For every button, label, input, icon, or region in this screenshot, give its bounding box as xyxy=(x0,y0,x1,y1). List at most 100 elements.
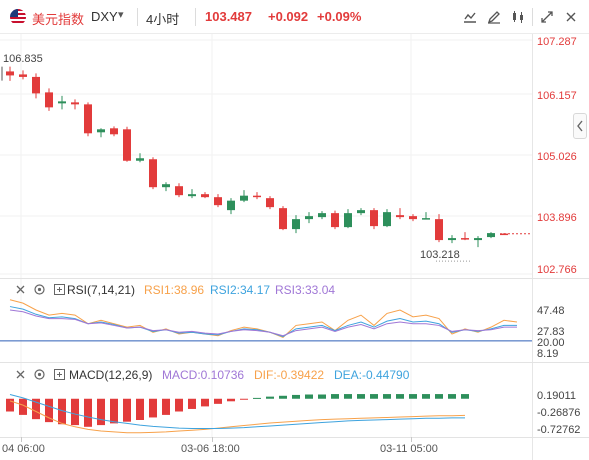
macd-histogram-bar xyxy=(162,398,170,415)
macd-histogram-bar xyxy=(201,398,209,407)
chevron-left-icon xyxy=(577,120,583,132)
symbol-name[interactable]: 美元指数 xyxy=(32,12,85,27)
draw-icon[interactable] xyxy=(485,8,503,26)
price-axis-label: 103.896 xyxy=(537,212,577,224)
divider xyxy=(195,8,196,26)
chevron-down-icon[interactable]: ▾ xyxy=(118,9,124,21)
candle-body xyxy=(292,219,300,230)
macd-histogram-bar xyxy=(97,398,105,426)
candle-body xyxy=(474,238,482,241)
macd-histogram-bar xyxy=(175,398,183,412)
price-change-percent: +0.09% xyxy=(317,9,362,24)
dif-value: DIF:-0.39422 xyxy=(254,368,325,382)
macd-histogram-bar xyxy=(32,398,40,420)
rsi-line-3 xyxy=(9,309,517,337)
rsi3-value: RSI3:33.04 xyxy=(275,283,336,297)
price-axis-label: 106.157 xyxy=(537,90,577,102)
candle-body xyxy=(383,212,391,227)
rsi-title: RSI(7,14,21) xyxy=(67,283,136,297)
candle-body xyxy=(435,219,443,241)
candlestick-chart[interactable] xyxy=(0,34,532,460)
candle-body xyxy=(448,238,456,241)
price-change: +0.092 xyxy=(268,9,309,24)
macd-axis-label: 0.19011 xyxy=(537,390,576,402)
macd-histogram-bar xyxy=(344,394,352,399)
macd-histogram-bar xyxy=(305,394,313,399)
macd-histogram-bar xyxy=(292,394,300,399)
candle-body xyxy=(45,92,53,108)
time-axis-label: 03-06 18:00 xyxy=(181,443,240,455)
candle-body xyxy=(19,74,27,77)
rsi-axis-label: 20.00 xyxy=(537,337,565,349)
candle-body xyxy=(318,213,326,218)
macd-axis-label: -0.26876 xyxy=(537,407,581,419)
gear-icon[interactable] xyxy=(33,283,46,296)
interval-selector[interactable]: 4小时 xyxy=(146,12,180,27)
candle-body xyxy=(84,104,92,134)
candle-body xyxy=(162,184,170,188)
macd-histogram-bar xyxy=(448,394,456,399)
macd-histogram-bar xyxy=(214,398,222,404)
candle-body xyxy=(97,129,105,133)
divider xyxy=(137,8,138,26)
price-axis-label: 102.766 xyxy=(537,264,577,276)
candle-body xyxy=(136,158,144,161)
rsi-axis-label: 47.48 xyxy=(537,305,565,317)
candle-body xyxy=(110,128,118,135)
dif-line xyxy=(9,400,466,434)
macd-histogram-bar xyxy=(123,398,131,422)
macd-histogram-bar xyxy=(227,398,235,402)
macd-histogram-bar xyxy=(266,396,274,399)
candle-body xyxy=(227,200,235,211)
candle-body xyxy=(240,195,248,201)
macd-histogram-bar xyxy=(136,398,144,420)
candle-body xyxy=(370,210,378,227)
candle-body xyxy=(487,233,495,238)
close-icon[interactable] xyxy=(562,8,580,26)
symbol-code[interactable]: DXY xyxy=(91,9,118,24)
price-axis-line xyxy=(532,34,533,460)
time-axis-label: 04 06:00 xyxy=(2,443,45,455)
time-axis-line xyxy=(0,437,589,438)
close-icon[interactable] xyxy=(14,368,27,381)
candle-body xyxy=(32,76,40,94)
candle-body xyxy=(175,186,183,196)
dea-line xyxy=(9,394,465,429)
chart-type-icon[interactable] xyxy=(509,8,527,26)
candle-body xyxy=(500,233,508,236)
macd-histogram-bar xyxy=(422,394,430,399)
candle-body xyxy=(266,198,274,208)
expand-icon[interactable] xyxy=(53,283,66,296)
expand-icon[interactable] xyxy=(53,368,66,381)
macd-histogram-bar xyxy=(318,394,326,399)
close-icon[interactable] xyxy=(14,283,27,296)
price-axis-label: 105.026 xyxy=(537,151,577,163)
candle-body xyxy=(331,213,339,228)
candle-body xyxy=(149,159,157,188)
pane-divider xyxy=(0,362,589,363)
macd-histogram-bar xyxy=(240,398,248,400)
macd-histogram-bar xyxy=(58,398,66,425)
macd-histogram-bar xyxy=(71,398,79,426)
candle-body xyxy=(214,197,222,206)
macd-histogram-bar xyxy=(149,398,157,418)
indicator-icon[interactable] xyxy=(461,8,479,26)
dea-value: DEA:-0.44790 xyxy=(334,368,410,382)
candle-body xyxy=(305,216,313,220)
macd-value: MACD:0.10736 xyxy=(162,368,245,382)
fullscreen-icon[interactable] xyxy=(538,8,556,26)
candle-body xyxy=(123,129,131,161)
candle-body xyxy=(71,102,79,105)
time-tick xyxy=(212,437,213,442)
macd-histogram-bar xyxy=(6,398,14,412)
macd-histogram-bar xyxy=(461,394,469,399)
macd-histogram-bar xyxy=(19,398,27,415)
macd-histogram-bar xyxy=(383,394,391,399)
macd-axis-label: -0.72762 xyxy=(537,424,581,436)
candle-body xyxy=(357,210,365,214)
rsi-axis-label: 27.83 xyxy=(537,326,565,338)
candle-body xyxy=(6,71,14,76)
high-price-label: 106.835 xyxy=(3,53,43,65)
gear-icon[interactable] xyxy=(33,368,46,381)
collapse-panel-button[interactable] xyxy=(573,113,587,139)
